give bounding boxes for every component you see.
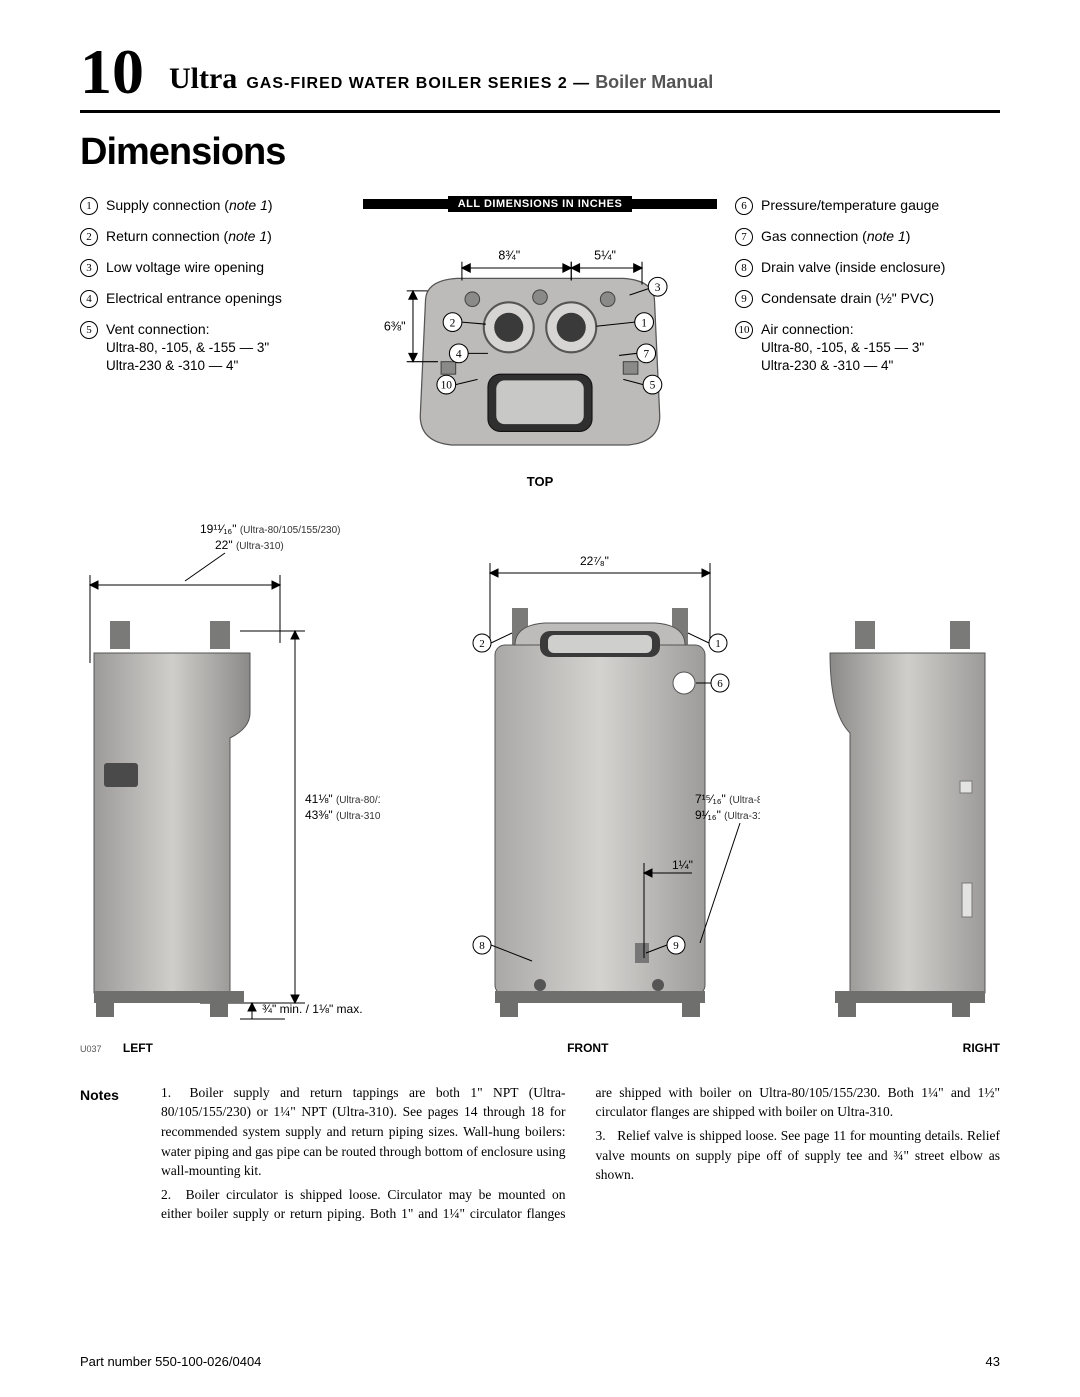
legend-marker-3: 3 — [80, 259, 98, 277]
svg-text:2: 2 — [479, 638, 485, 650]
legend-marker-1: 1 — [80, 197, 98, 215]
legend-marker-4: 4 — [80, 290, 98, 308]
page-header: 10 Ultra GAS-FIRED WATER BOILER SERIES 2… — [80, 40, 1000, 104]
svg-text:3: 3 — [655, 282, 661, 294]
legend-text-5: Vent connection:Ultra-80, -105, & -155 —… — [106, 320, 269, 375]
note-1: 1. Boiler supply and return tappings are… — [161, 1083, 566, 1181]
dim-8-3-4: 8¾" — [498, 249, 520, 263]
svg-text:1: 1 — [715, 638, 721, 650]
header-rule — [80, 110, 1000, 113]
left-dim-h-a: 19¹¹⁄₁₆" (Ultra-80/105/155/230) — [200, 522, 340, 536]
legend-item-1: 1 Supply connection (note 1) — [80, 196, 345, 215]
left-label: LEFT — [123, 1041, 153, 1055]
svg-text:6: 6 — [717, 678, 723, 690]
svg-text:1: 1 — [641, 317, 647, 329]
left-dim-v-b: 43⅜" (Ultra-310) — [305, 808, 380, 822]
part-number: Part number 550-100-026/0404 — [80, 1354, 261, 1369]
section-title: Dimensions — [80, 131, 1000, 174]
left-foot-dim: ¾" min. / 1⅛" max. — [262, 1002, 363, 1016]
footer-page-num: 43 — [986, 1354, 1000, 1369]
svg-text:10: 10 — [441, 380, 453, 392]
legend-item-5: 5 Vent connection:Ultra-80, -105, & -155 … — [80, 320, 345, 375]
right-label: RIGHT — [963, 1041, 1000, 1055]
legend-text-6: Pressure/temperature gauge — [761, 196, 939, 215]
legend-item-2: 2 Return connection (note 1) — [80, 227, 345, 246]
svg-text:8: 8 — [479, 940, 485, 952]
front-dim-h-b: 9¹⁄₁₆" (Ultra-310) — [695, 808, 760, 822]
legend-item-8: 8 Drain valve (inside enclosure) — [735, 258, 1000, 277]
notes-block: Notes 1. Boiler supply and return tappin… — [80, 1083, 1000, 1224]
view-labels-row: U037 LEFT FRONT RIGHT — [80, 1041, 1000, 1055]
legend-item-6: 6 Pressure/temperature gauge — [735, 196, 1000, 215]
legend-marker-2: 2 — [80, 228, 98, 246]
right-view-svg — [820, 513, 1000, 1033]
banner-bar-right — [632, 199, 717, 209]
notes-label: Notes — [80, 1083, 135, 1224]
header-title: Ultra GAS-FIRED WATER BOILER SERIES 2 — … — [169, 62, 713, 104]
legend-item-3: 3 Low voltage wire opening — [80, 258, 345, 277]
top-view-svg: 8¾" 5¼" 6⅜" — [363, 218, 717, 468]
note-3: 3. Relief valve is shipped loose. See pa… — [596, 1126, 1001, 1185]
legend-text-1: Supply connection (note 1) — [106, 196, 273, 215]
banner-label: ALL DIMENSIONS IN INCHES — [448, 196, 633, 212]
page-footer: Part number 550-100-026/0404 43 — [80, 1354, 1000, 1369]
legend-marker-10: 10 — [735, 321, 753, 339]
series-text: GAS-FIRED WATER BOILER SERIES 2 — — [246, 75, 590, 92]
top-row: 1 Supply connection (note 1) 2 Return conne… — [80, 196, 1000, 489]
legend-marker-6: 6 — [735, 197, 753, 215]
left-dim-v-a: 41⅛" (Ultra-80/105/155/230) — [305, 792, 380, 806]
legend-marker-7: 7 — [735, 228, 753, 246]
views-row: 19¹¹⁄₁₆" (Ultra-80/105/155/230) 22" (Ult… — [80, 513, 1000, 1033]
front-view-svg: 22⁷⁄₈" — [440, 513, 760, 1033]
front-dim-off: 1¼" — [672, 858, 693, 872]
legend-marker-8: 8 — [735, 259, 753, 277]
legend-text-7: Gas connection (note 1) — [761, 227, 910, 246]
notes-columns: 1. Boiler supply and return tappings are… — [161, 1083, 1000, 1224]
banner-bar-left — [363, 199, 448, 209]
legend-left: 1 Supply connection (note 1) 2 Return conne… — [80, 196, 345, 387]
dim-5-1-4: 5¼" — [594, 249, 616, 263]
legend-right: 6 Pressure/temperature gauge 7 Gas connecti… — [735, 196, 1000, 387]
svg-text:4: 4 — [456, 349, 462, 361]
legend-marker-5: 5 — [80, 321, 98, 339]
page: 10 Ultra GAS-FIRED WATER BOILER SERIES 2… — [0, 0, 1080, 1397]
svg-text:2: 2 — [450, 317, 456, 329]
figure-id: U037 — [80, 1044, 102, 1054]
legend-item-9: 9 Condensate drain (½" PVC) — [735, 289, 1000, 308]
manual-text: Boiler Manual — [595, 72, 713, 92]
legend-marker-9: 9 — [735, 290, 753, 308]
page-number: 10 — [80, 40, 144, 104]
dim-6-3-8: 6⅜" — [384, 319, 406, 333]
brand-script: Ultra — [169, 62, 237, 95]
front-dim-h-a: 7¹⁵⁄₁₆" (Ultra-80/105/155/230) — [695, 792, 760, 806]
legend-item-7: 7 Gas connection (note 1) — [735, 227, 1000, 246]
left-view-svg: 19¹¹⁄₁₆" (Ultra-80/105/155/230) 22" (Ult… — [80, 513, 380, 1033]
legend-text-9: Condensate drain (½" PVC) — [761, 289, 934, 308]
left-dim-h-b: 22" (Ultra-310) — [215, 538, 284, 552]
top-view-diagram: ALL DIMENSIONS IN INCHES — [363, 196, 717, 489]
legend-text-3: Low voltage wire opening — [106, 258, 264, 277]
dimensions-banner: ALL DIMENSIONS IN INCHES — [363, 196, 717, 212]
front-label: FRONT — [567, 1041, 608, 1055]
legend-item-10: 10 Air connection:Ultra-80, -105, & -155 … — [735, 320, 1000, 375]
top-view-label: TOP — [527, 474, 554, 489]
front-dim-w: 22⁷⁄₈" — [580, 554, 609, 568]
legend-item-4: 4 Electrical entrance openings — [80, 289, 345, 308]
svg-text:9: 9 — [673, 940, 679, 952]
legend-text-10: Air connection:Ultra-80, -105, & -155 — … — [761, 320, 924, 375]
svg-text:7: 7 — [643, 349, 649, 361]
legend-text-4: Electrical entrance openings — [106, 289, 282, 308]
svg-text:5: 5 — [650, 380, 656, 392]
legend-text-2: Return connection (note 1) — [106, 227, 272, 246]
legend-text-8: Drain valve (inside enclosure) — [761, 258, 945, 277]
